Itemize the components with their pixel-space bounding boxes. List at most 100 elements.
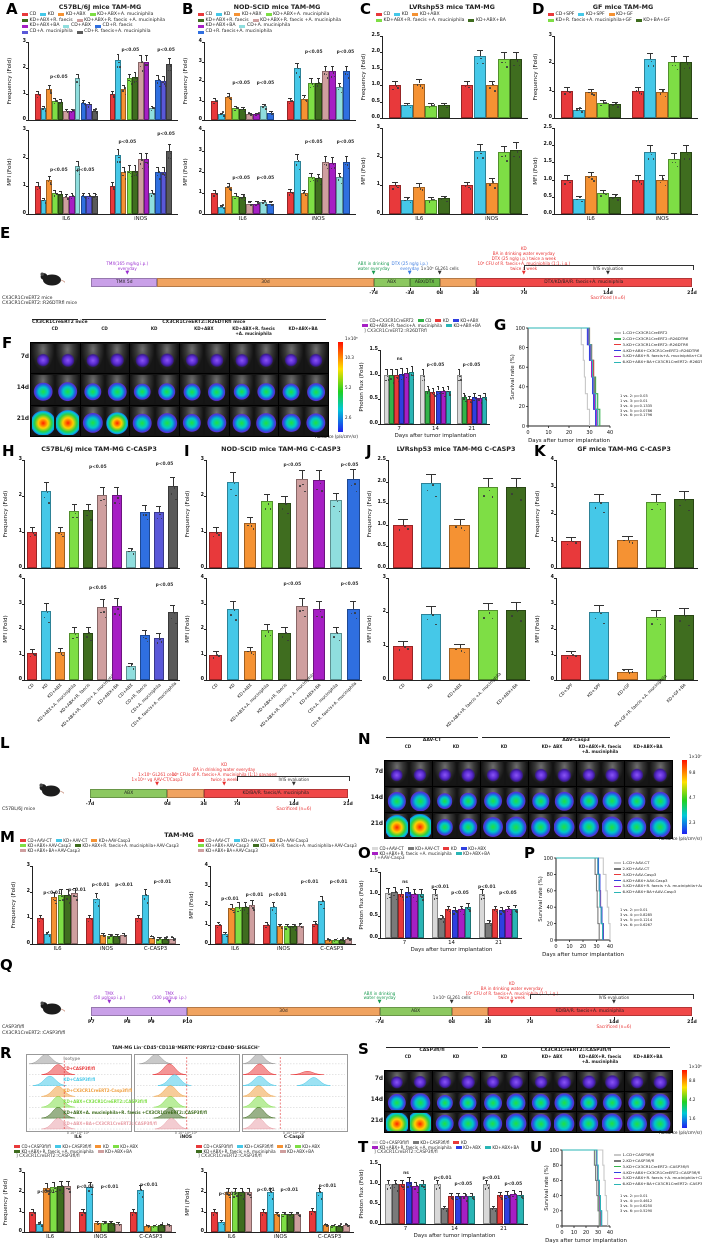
bar [267,113,275,120]
timeline-tick: 3d [484,1020,491,1026]
bar [97,607,108,680]
bar [617,539,638,568]
legend-item: KD+CASP3fl/fl [236,1144,273,1149]
mouse-image [649,814,671,837]
panel-R-legend-left: CD+CASP3fl/fl KD+CASP3fl/fl KD KD+ABX KD+ABX… [14,1144,178,1166]
timeline-segment [167,788,204,798]
legend-item: CD+A. muciniphila [22,29,73,35]
bar [312,479,326,568]
ivis-cell [79,342,131,375]
timeline-Q: CASP3fl/fl CX3CR1CreERT2::CASP3fl/fl 30d A… [2,980,697,1037]
panel-B-legend: CD KD KD+ABX KD+ABX+A. muciniphila KD+ABX+R.… [198,12,358,36]
mouse-image [578,788,600,811]
legend-item: KD+ABX+A. muciniphila [89,12,153,18]
mouse-strain-label: CASP3fl/fl CX3CR1CreERT2::CASP3fl/fl [2,1025,66,1037]
bar [169,938,177,944]
survival-curve [562,1149,600,1226]
timeline-annotation: IVIS evaluation [278,776,310,782]
timeline-tick: P10 [182,1020,193,1026]
legend-item: KD+ABX+R. faecis +A. muciniphila [376,18,464,24]
legend-item: CD+CASP3fl/fl [196,1144,233,1149]
bar [497,152,510,214]
timeline-annotation: KD BA in drinking water everyday 10⁸ CFU… [465,980,559,1001]
bar [300,193,308,214]
bar [644,59,657,118]
legend-item: KD+ABX+R. faecis +A. muciniphila [372,851,452,856]
mouse-image [601,762,623,785]
panel-F-label: F [2,334,13,352]
legend-item: KD+GF [608,12,633,18]
svg-text:80: 80 [519,345,525,351]
timeline-tick: 0d [436,290,443,296]
mouse-image [434,1113,456,1131]
timeline-tick: -3d [405,290,414,296]
svg-text:20: 20 [583,1230,589,1236]
mouse-image [434,1092,456,1111]
legend-item: KD [216,12,230,18]
bar [425,390,431,424]
timeline-below-note: Sacrificed (n=6) [596,1025,632,1031]
bar [572,109,585,118]
bar [485,85,498,118]
colorbar-max: 1×10⁸ [689,1064,702,1069]
survival-plot: 0 20 40 60 80 100 0 10 20 30 40 Days after tumor im… [538,856,624,958]
mouse-image [155,344,178,373]
bar [447,1196,455,1224]
ivis-cell [278,342,329,375]
survival-curve [562,1149,603,1226]
legend-item: CD [22,12,36,18]
histogram-column [137,1054,237,1130]
panel-G-label: G [494,316,507,334]
panel-H-title: C57BL/6J mice TAM-MG C-CASP3 [41,445,157,453]
bar [290,926,298,944]
timeline-below-note: Sacrificed (n=6) [590,295,626,301]
svg-text:20: 20 [547,921,553,927]
bar [419,1184,427,1224]
ivis-column-label: KD+ABX+R. faecis +A. muciniphila [578,1054,622,1064]
panel-R: R TAM-MG Lin⁻CD45⁺CD11B⁺MERTK⁺P2RY12⁺CD4… [0,1046,358,1244]
bar [149,193,155,214]
bar [329,1226,337,1232]
bar [273,1214,281,1232]
bar [150,1226,158,1232]
bar [307,177,315,214]
panel-E-label: E [0,224,11,242]
svg-text:30: 30 [595,1230,601,1236]
timeline-segment [439,277,476,287]
ivis-cell [576,1090,625,1113]
mouse-image [457,1113,479,1131]
bar [43,1188,51,1232]
svg-text:40: 40 [547,905,553,911]
bar [449,524,470,568]
bar [307,83,315,120]
bar [79,1212,87,1232]
bar [413,186,426,214]
ivis-cell [528,786,577,813]
bar [321,71,329,120]
mouse-image [155,406,178,435]
timeline-tick: 0d [164,801,171,807]
ivis-cell [624,1090,673,1113]
bar [46,180,52,214]
ivis-cell [528,1111,577,1133]
survival-legend: 1-CD+CASP3fl/fl 2-KD+CASP3fl/fl 3-KD+CX3CR… [614,1152,702,1187]
timeline-segment [91,1007,188,1017]
timeline-annotation: IVIS evaluation [592,265,624,271]
ivis-cell [228,373,280,406]
bar [338,940,346,944]
bar [417,894,425,938]
legend-item: CD+SPF [548,12,574,18]
bar [383,374,389,424]
legend-item: CD+AAV-CT [198,838,230,843]
mouse-image [553,788,575,811]
ivis-column-label: KD [452,744,460,749]
bar [342,71,350,120]
bar [331,940,339,944]
timeline-annotation: KD BA in drinking water everyday DTX (25… [477,245,571,271]
mouse-image [457,788,479,811]
ivis-cell [528,812,577,839]
bar [283,926,291,944]
ivis-group-label: CX3CR1CreERT2 mice [32,319,88,325]
svg-text:10: 10 [545,430,551,436]
timeline-below-note: Sacrificed (n=6) [276,806,312,812]
